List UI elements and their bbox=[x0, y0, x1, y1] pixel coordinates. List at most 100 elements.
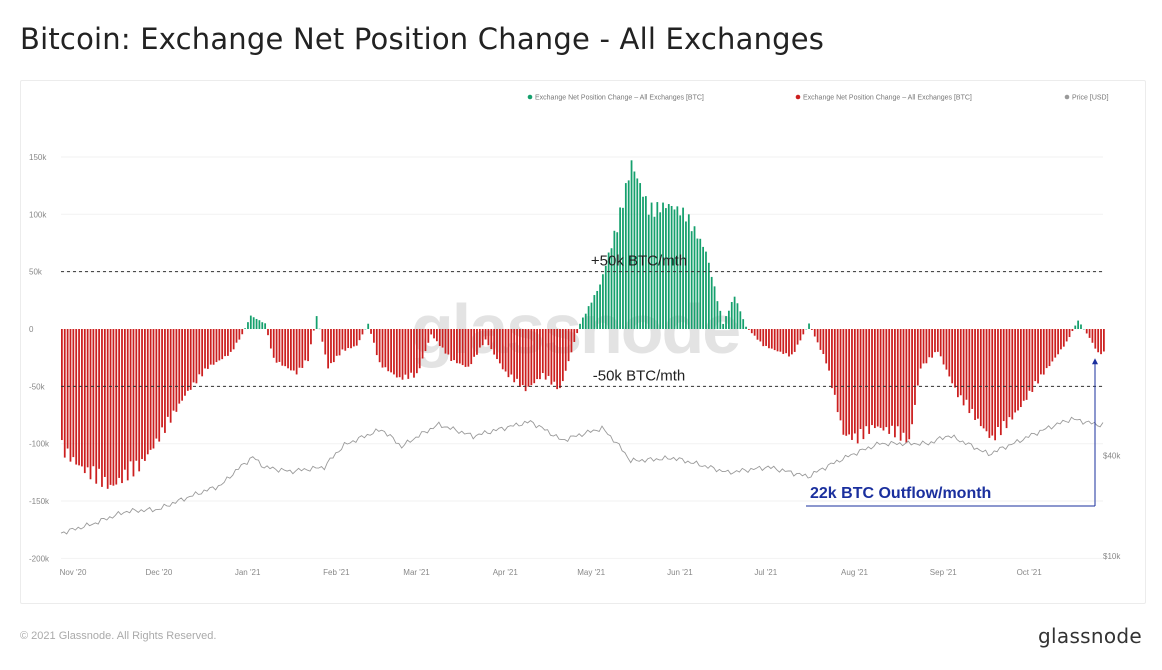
bar bbox=[873, 329, 876, 429]
bar bbox=[332, 329, 335, 363]
bar bbox=[69, 329, 72, 462]
bar bbox=[644, 196, 647, 329]
bar bbox=[398, 329, 401, 378]
bar bbox=[410, 329, 413, 373]
bar bbox=[92, 329, 95, 467]
bar bbox=[862, 329, 865, 440]
bar bbox=[1100, 329, 1102, 355]
bar bbox=[971, 329, 974, 409]
bar bbox=[481, 329, 484, 346]
y-tick-label-5: -100k bbox=[29, 440, 50, 449]
bar bbox=[962, 329, 965, 406]
bar bbox=[902, 329, 905, 433]
bar bbox=[936, 329, 939, 352]
bar bbox=[83, 329, 86, 474]
y-tick-label-0: 150k bbox=[29, 153, 47, 162]
bar bbox=[613, 230, 616, 329]
bar bbox=[848, 329, 850, 435]
y-tick-label-3: 0 bbox=[29, 325, 34, 334]
bar bbox=[928, 329, 931, 358]
bar bbox=[1060, 329, 1062, 350]
bar bbox=[287, 329, 289, 369]
bar bbox=[748, 329, 750, 330]
bar bbox=[321, 329, 324, 342]
bar bbox=[141, 329, 143, 460]
bar bbox=[819, 329, 822, 350]
bar bbox=[146, 329, 149, 455]
bar bbox=[258, 320, 261, 329]
bar bbox=[719, 310, 722, 329]
bar bbox=[390, 329, 392, 373]
bar bbox=[925, 329, 928, 364]
bar bbox=[584, 313, 587, 329]
bar bbox=[427, 329, 430, 343]
y2-tick-label-1: $10k bbox=[1103, 552, 1121, 561]
bar bbox=[730, 302, 733, 329]
bar bbox=[579, 323, 581, 329]
bar bbox=[593, 295, 596, 329]
bar bbox=[842, 329, 845, 435]
y-axis-right: $40k $10k bbox=[1103, 451, 1121, 561]
bar bbox=[330, 329, 332, 364]
bar bbox=[338, 329, 341, 356]
bar bbox=[1094, 329, 1097, 349]
bar bbox=[261, 322, 264, 329]
bar bbox=[702, 246, 704, 329]
x-tick-label-1: Dec '20 bbox=[145, 568, 172, 577]
x-tick-label-8: Jul '21 bbox=[754, 568, 777, 577]
bar bbox=[779, 329, 782, 352]
bar bbox=[75, 329, 78, 465]
bar bbox=[536, 329, 538, 380]
bar bbox=[519, 329, 521, 387]
bar bbox=[622, 207, 624, 329]
bar bbox=[836, 329, 839, 413]
bar bbox=[458, 329, 461, 364]
bar bbox=[813, 329, 816, 337]
bar bbox=[292, 329, 295, 371]
bar bbox=[727, 310, 730, 329]
bar bbox=[1028, 329, 1031, 391]
bar bbox=[916, 329, 919, 386]
bar bbox=[687, 214, 690, 329]
bar bbox=[825, 329, 828, 364]
bar bbox=[298, 329, 301, 368]
bar bbox=[736, 303, 739, 329]
bar bbox=[384, 329, 387, 368]
bar bbox=[596, 290, 599, 329]
bar bbox=[229, 329, 232, 352]
bar bbox=[685, 221, 687, 329]
x-tick-label-0: Nov '20 bbox=[60, 568, 87, 577]
bar bbox=[470, 329, 473, 365]
bar bbox=[753, 329, 756, 336]
bar bbox=[894, 329, 896, 438]
bar bbox=[238, 329, 241, 340]
x-tick-label-4: Mar '21 bbox=[403, 568, 430, 577]
bar bbox=[650, 202, 653, 329]
legend-label-0: Exchange Net Position Change – All Excha… bbox=[535, 95, 704, 102]
bar bbox=[1008, 329, 1011, 418]
bar bbox=[501, 329, 504, 370]
bar bbox=[1074, 325, 1077, 329]
bar bbox=[673, 209, 676, 329]
bar bbox=[441, 329, 444, 348]
legend-label-2: Price [USD] bbox=[1072, 95, 1109, 102]
bar bbox=[450, 329, 453, 361]
bar bbox=[204, 329, 206, 369]
bar bbox=[295, 329, 298, 375]
bar bbox=[642, 196, 644, 329]
bar bbox=[521, 329, 524, 386]
bar bbox=[739, 311, 742, 329]
bar bbox=[1034, 329, 1037, 382]
bar bbox=[370, 329, 372, 334]
bar bbox=[404, 329, 407, 375]
bar bbox=[811, 329, 813, 330]
bar bbox=[421, 329, 424, 359]
bar bbox=[272, 329, 275, 358]
bar bbox=[524, 329, 527, 392]
bar bbox=[189, 329, 192, 390]
bar bbox=[496, 329, 498, 360]
bar bbox=[375, 329, 378, 356]
bar bbox=[1014, 329, 1017, 413]
bar bbox=[267, 329, 269, 336]
bar bbox=[224, 329, 226, 357]
